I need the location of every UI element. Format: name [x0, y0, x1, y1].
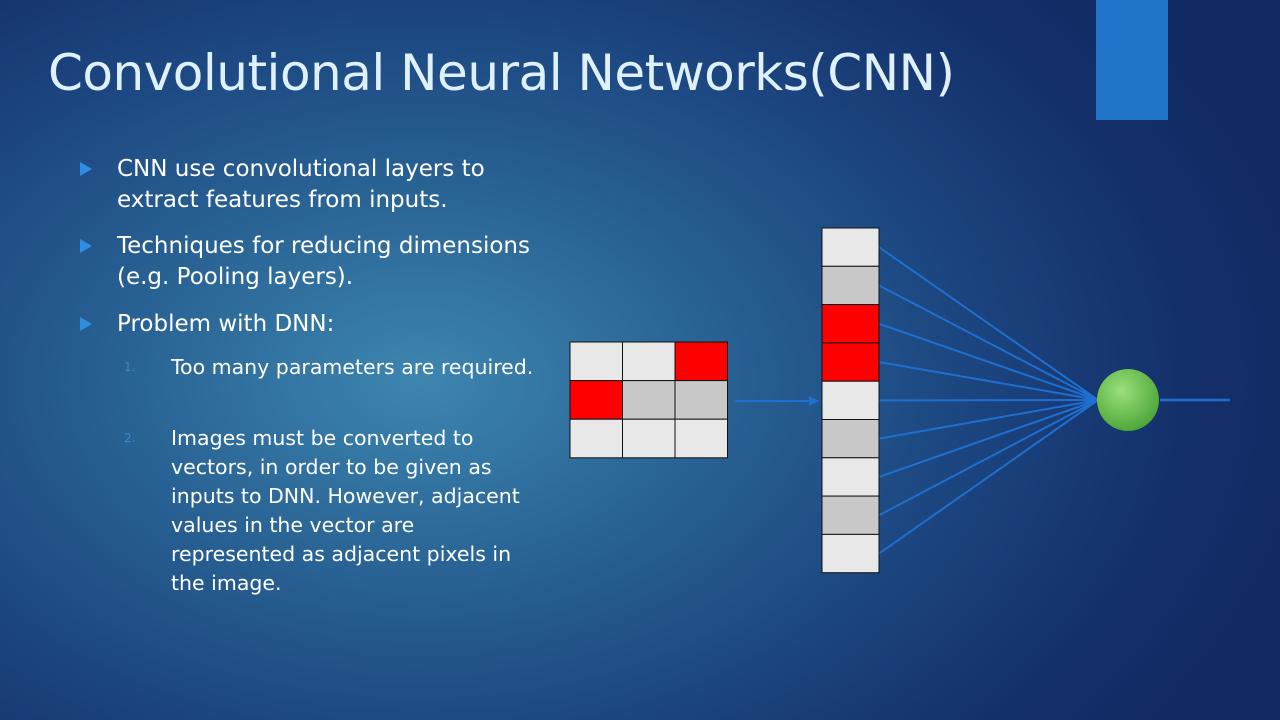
vector-cell	[821, 304, 880, 344]
input-vector	[821, 227, 880, 574]
neuron-node	[1097, 369, 1159, 431]
vector-cell	[821, 495, 880, 535]
vector-cell	[821, 533, 880, 574]
vector-cell	[821, 227, 880, 267]
grid-cell	[674, 341, 728, 382]
grid-cell	[622, 418, 676, 459]
vector-cell	[821, 419, 880, 459]
connection-line	[878, 284, 1099, 401]
bullet-triangle-icon	[80, 239, 92, 253]
grid-cell	[622, 341, 676, 382]
grid-cell	[569, 418, 623, 459]
connection-line	[878, 322, 1099, 401]
grid-cell	[674, 418, 728, 459]
item-text: Too many parameters are required.	[171, 355, 534, 379]
connection-line	[878, 246, 1099, 401]
bullet-item: CNN use convolutional layers to extract …	[80, 154, 550, 216]
grid-cell	[569, 380, 623, 420]
image-grid	[569, 341, 728, 459]
item-number: 1.	[124, 360, 136, 374]
vector-cell	[821, 380, 880, 421]
numbered-item: 1. Too many parameters are required.	[124, 353, 544, 382]
vector-cell	[821, 342, 880, 382]
slide-title: Convolutional Neural Networks(CNN)	[48, 44, 955, 102]
bullet-text: CNN use convolutional layers to extract …	[117, 156, 485, 213]
bullet-triangle-icon	[80, 162, 92, 176]
connection-line	[878, 399, 1099, 440]
grid-cell	[622, 380, 676, 420]
accent-bar	[1096, 0, 1168, 120]
numbered-item: 2. Images must be converted to vectors, …	[124, 424, 544, 598]
vector-cell	[821, 265, 880, 306]
item-number: 2.	[124, 431, 136, 445]
bullet-item: Techniques for reducing dimensions (e.g.…	[80, 231, 550, 293]
vector-cell	[821, 457, 880, 497]
bullet-text: Problem with DNN:	[117, 311, 335, 337]
bullet-triangle-icon	[80, 317, 92, 331]
bullet-item: Problem with DNN:	[80, 309, 550, 340]
connection-line	[878, 399, 1099, 478]
grid-cell	[569, 341, 623, 382]
connection-line	[878, 399, 1099, 555]
bullet-text: Techniques for reducing dimensions (e.g.…	[117, 233, 530, 290]
grid-cell	[674, 380, 728, 420]
connection-line	[878, 361, 1099, 401]
connection-lines	[878, 246, 1099, 555]
item-text: Images must be converted to vectors, in …	[171, 426, 520, 595]
connection-line	[878, 399, 1099, 517]
